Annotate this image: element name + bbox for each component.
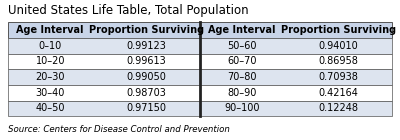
- Text: 0.98703: 0.98703: [126, 88, 166, 98]
- Text: 0.99613: 0.99613: [126, 56, 166, 66]
- Text: 60–70: 60–70: [228, 56, 257, 66]
- Text: Proportion Surviving: Proportion Surviving: [89, 25, 204, 35]
- Text: Proportion Surviving: Proportion Surviving: [281, 25, 396, 35]
- Text: 0.99123: 0.99123: [126, 41, 166, 51]
- Bar: [200, 101, 392, 116]
- Text: 50–60: 50–60: [228, 41, 257, 51]
- Bar: [8, 38, 200, 54]
- Bar: [8, 54, 200, 69]
- Bar: [200, 54, 392, 69]
- Text: 0.12248: 0.12248: [318, 103, 358, 113]
- Text: 10–20: 10–20: [36, 56, 65, 66]
- Text: 0.97150: 0.97150: [126, 103, 166, 113]
- Text: Age Interval: Age Interval: [16, 25, 84, 35]
- Text: 90–100: 90–100: [224, 103, 260, 113]
- Text: 80–90: 80–90: [228, 88, 257, 98]
- Text: Age Interval: Age Interval: [208, 25, 276, 35]
- Bar: [8, 101, 200, 116]
- Text: 30–40: 30–40: [36, 88, 65, 98]
- Bar: [8, 22, 200, 38]
- Text: 0.86958: 0.86958: [318, 56, 358, 66]
- Text: 0.99050: 0.99050: [126, 72, 166, 82]
- Text: 40–50: 40–50: [36, 103, 65, 113]
- Text: 20–30: 20–30: [36, 72, 65, 82]
- Text: United States Life Table, Total Population: United States Life Table, Total Populati…: [8, 4, 249, 17]
- Text: Source: Centers for Disease Control and Prevention: Source: Centers for Disease Control and …: [8, 125, 230, 134]
- Bar: [200, 38, 392, 54]
- Text: 0.70938: 0.70938: [318, 72, 358, 82]
- Bar: [200, 22, 392, 38]
- Text: 0.94010: 0.94010: [318, 41, 358, 51]
- Bar: [8, 85, 200, 101]
- Text: 0–10: 0–10: [39, 41, 62, 51]
- Bar: [200, 85, 392, 101]
- Bar: [200, 69, 392, 85]
- Bar: [8, 69, 200, 85]
- Text: 70–80: 70–80: [228, 72, 257, 82]
- Text: 0.42164: 0.42164: [318, 88, 358, 98]
